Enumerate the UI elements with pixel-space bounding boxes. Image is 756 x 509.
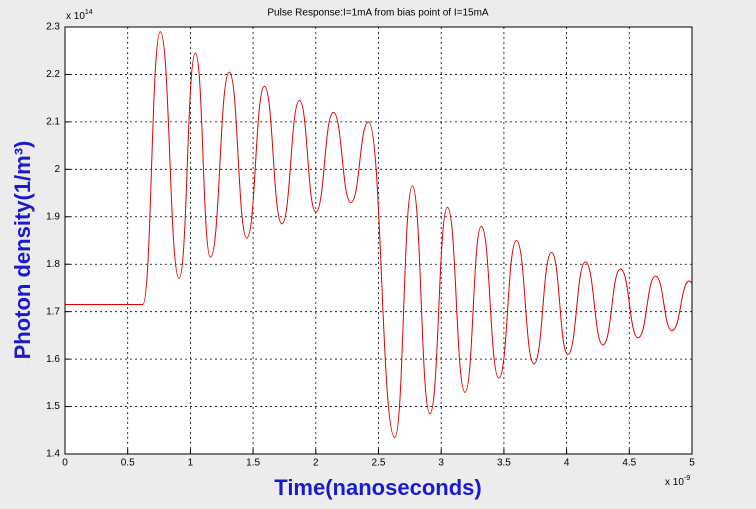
y-tick-label: 2.2: [46, 69, 60, 80]
plot-area: [65, 27, 692, 454]
y-tick-label: 2.1: [46, 117, 60, 128]
y-multiplier-base: x 10: [66, 11, 85, 22]
y-tick-label: 1.7: [46, 306, 60, 317]
y-tick-label: 2: [54, 164, 60, 175]
x-tick-label: 2: [313, 458, 319, 469]
y-tick-label: 1.9: [46, 211, 60, 222]
y-axis-label: Photon density(1/m³): [10, 141, 35, 360]
x-tick-label: 2.5: [372, 458, 386, 469]
chart-title: Pulse Response:I=1mA from bias point of …: [267, 8, 489, 19]
y-multiplier: x 1014: [66, 9, 93, 22]
x-tick-label: 4.5: [622, 458, 636, 469]
data-line: [65, 31, 693, 438]
x-tick-label: 5: [689, 458, 695, 469]
x-tick-label: 0: [62, 458, 68, 469]
x-tick-label: 0.5: [121, 458, 135, 469]
y-tick-label: 1.4: [46, 449, 60, 460]
plot-frame: [64, 26, 693, 455]
y-tick-label: 1.6: [46, 354, 60, 365]
x-multiplier-base: x 10: [665, 477, 684, 488]
y-tick-label: 1.8: [46, 259, 60, 270]
x-tick-label: 1: [188, 458, 194, 469]
x-tick-label: 4: [564, 458, 570, 469]
x-multiplier-exponent: -9: [684, 475, 690, 482]
y-multiplier-exponent: 14: [85, 9, 93, 16]
y-tick-label: 2.3: [46, 22, 60, 33]
x-tick-label: 3.5: [497, 458, 511, 469]
x-multiplier: x 10-9: [665, 475, 690, 488]
x-tick-label: 1.5: [246, 458, 260, 469]
x-axis-label: Time(nanoseconds): [274, 475, 481, 500]
y-tick-label: 1.5: [46, 401, 60, 412]
x-tick-label: 3: [438, 458, 444, 469]
